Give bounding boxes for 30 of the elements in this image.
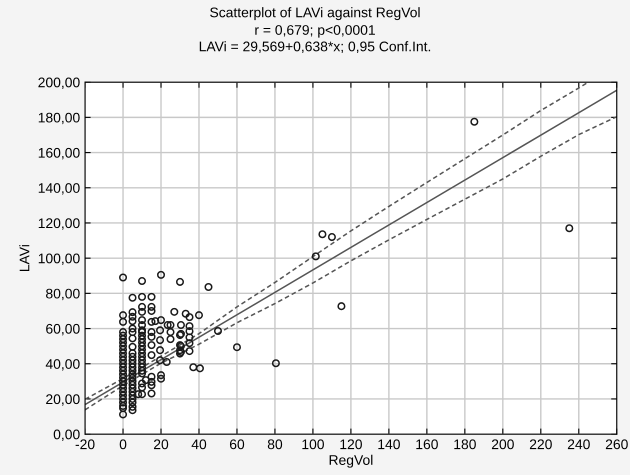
x-axis-title: RegVol <box>330 454 372 468</box>
y-tick-label: 0,00 <box>54 429 80 441</box>
x-tick-label: 240 <box>568 439 590 450</box>
y-tick-label: 200,00 <box>38 78 80 89</box>
x-tick-label: 200 <box>492 439 514 450</box>
x-tick-label: 80 <box>268 439 282 450</box>
x-tick-label: 160 <box>416 439 438 450</box>
x-tick-label: 220 <box>530 439 552 450</box>
y-tick-label: 180,00 <box>38 112 80 124</box>
x-tick-label: 0 <box>120 439 126 450</box>
x-tick-label: 140 <box>378 439 400 450</box>
y-tick-label: 160,00 <box>38 148 80 160</box>
x-tick-label: 40 <box>192 439 206 450</box>
x-tick-label: 60 <box>230 439 244 450</box>
y-tick-label: 20,00 <box>46 394 80 406</box>
y-tick-label: 80,00 <box>46 288 80 300</box>
x-tick-label: 120 <box>340 439 362 450</box>
y-axis-title: LAVi <box>19 245 30 272</box>
chart-title: Scatterplot of LAVi against RegVol <box>210 7 420 20</box>
x-tick-label: 100 <box>302 439 324 450</box>
x-tick-label: 260 <box>606 439 628 450</box>
x-tick-label: -20 <box>76 439 95 450</box>
x-tick-label: 20 <box>154 439 168 450</box>
y-tick-label: 40,00 <box>46 359 80 371</box>
y-tick-label: 100,00 <box>38 253 80 265</box>
y-tick-label: 140,00 <box>38 183 80 195</box>
y-tick-label: 120,00 <box>38 218 80 230</box>
y-tick-label: 60,00 <box>46 324 80 336</box>
x-tick-label: 180 <box>454 439 476 450</box>
chart-subtitle: r = 0,679; p<0,0001 LAVi = 29,569+0,638*x; 0,95 Conf.Int. <box>200 25 430 54</box>
